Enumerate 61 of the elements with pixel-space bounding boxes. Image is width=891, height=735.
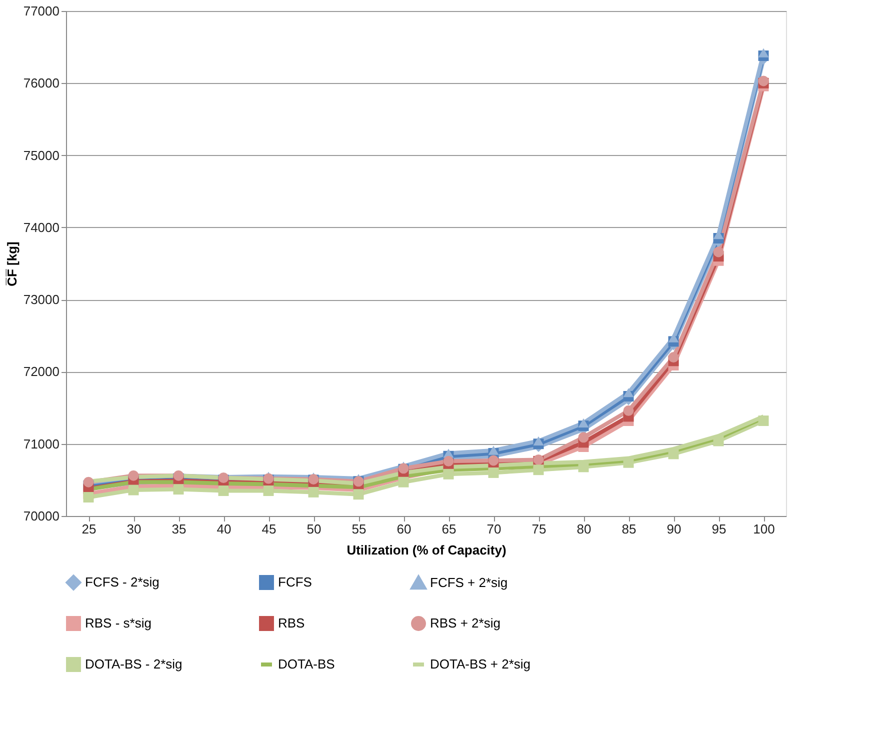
point <box>398 476 409 488</box>
x-tick-label: 45 <box>262 522 276 536</box>
y-tick-label: 77000 <box>23 4 60 18</box>
point <box>488 467 499 478</box>
point <box>758 416 769 426</box>
legend-label: RBS + 2*sig <box>430 616 500 630</box>
point <box>578 418 589 428</box>
legend-label: DOTA-BS + 2*sig <box>430 656 531 672</box>
point <box>668 448 679 460</box>
point <box>488 446 499 455</box>
point <box>488 455 499 466</box>
x-tick-label: 65 <box>442 522 456 536</box>
legend-label: RBS - s*sig <box>85 616 152 630</box>
x-tick-label: 85 <box>622 522 636 536</box>
x-tick-label: 80 <box>576 522 592 536</box>
x-tick-label: 40 <box>216 522 232 536</box>
x-tick-label: 95 <box>712 522 726 536</box>
point <box>713 246 724 258</box>
point <box>83 492 94 502</box>
point <box>308 486 319 498</box>
x-tick-label: 50 <box>306 522 322 536</box>
point <box>578 432 589 443</box>
point <box>263 486 274 496</box>
y-tick-label: 76000 <box>23 76 60 91</box>
point <box>533 436 544 446</box>
y-tick-label: 70000 <box>23 508 60 524</box>
x-tick-label: 75 <box>532 522 546 536</box>
point <box>533 464 544 476</box>
point <box>668 333 679 342</box>
point <box>218 486 229 496</box>
point <box>623 388 634 398</box>
point <box>668 352 679 363</box>
x-tick-label: 30 <box>126 522 142 536</box>
y-tick-label: 72000 <box>23 364 60 380</box>
legend-label: DOTA-BS - 2*sig <box>85 656 182 672</box>
y-axis-title: C̅F̅ [kg] <box>4 242 20 286</box>
legend-label: FCFS <box>278 574 312 590</box>
y-tick-label: 73000 <box>23 292 60 308</box>
point <box>173 484 184 495</box>
legend-label: DOTA-BS <box>278 656 336 672</box>
x-tick-label: 100 <box>753 522 775 536</box>
point <box>713 436 724 446</box>
x-tick-label: 90 <box>666 522 682 536</box>
point <box>128 484 139 496</box>
x-tick-label: 70 <box>486 522 502 536</box>
y-tick-label: 74000 <box>23 220 60 235</box>
legend-label: FCFS - 2*sig <box>85 574 160 590</box>
x-tick-label: 60 <box>396 522 412 536</box>
point <box>443 468 454 480</box>
x-tick-label: 55 <box>352 522 366 536</box>
x-axis-title: Utilization (% of Capacity) <box>346 542 506 558</box>
point <box>758 48 769 58</box>
y-tick-label: 75000 <box>23 148 60 163</box>
y-tick-label: 71000 <box>23 436 60 452</box>
x-tick-label: 25 <box>82 522 96 536</box>
point <box>353 489 364 500</box>
legend-label: RBS <box>278 616 306 630</box>
x-tick-label: 35 <box>172 522 186 536</box>
legend-label: FCFS + 2*sig <box>430 574 508 590</box>
point <box>623 405 634 416</box>
point <box>128 470 139 481</box>
